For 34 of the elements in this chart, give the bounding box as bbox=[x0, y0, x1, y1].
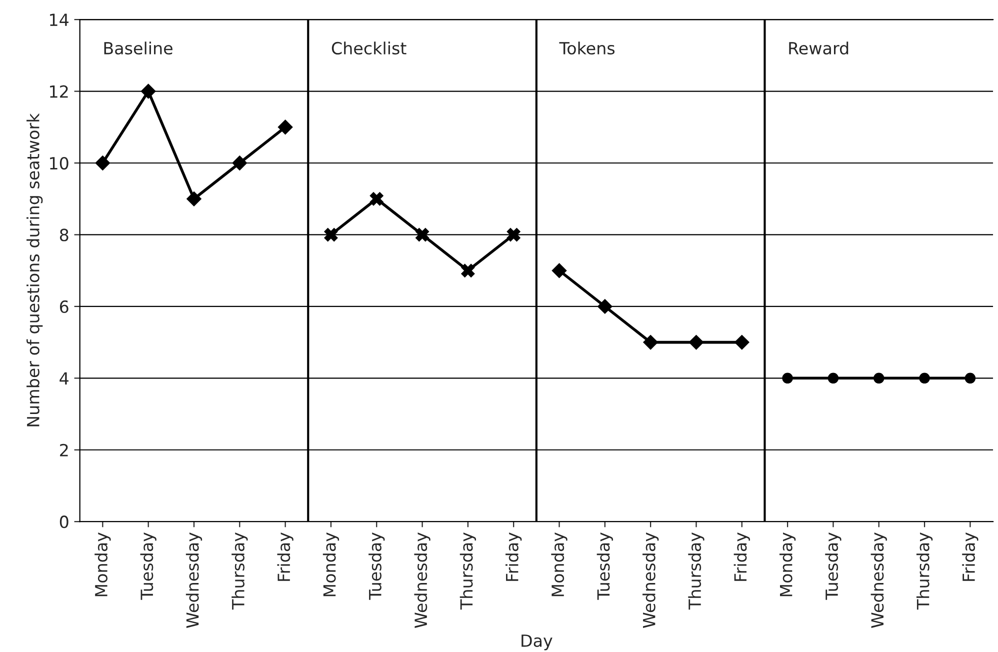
annotation: Reward bbox=[789, 42, 848, 55]
annotation: Baseline bbox=[104, 42, 172, 55]
x-tick-label: Tuesday bbox=[596, 532, 613, 600]
x-tick-label: Friday bbox=[506, 532, 522, 581]
x-tick-label: Wednesday bbox=[642, 532, 659, 628]
x-tick-label: Friday bbox=[962, 532, 978, 581]
x-tick-label: Thursday bbox=[232, 532, 248, 610]
x-tick-label: Monday bbox=[322, 532, 340, 596]
x-tick-label: Monday bbox=[94, 532, 111, 596]
annotation: Tokens bbox=[559, 42, 615, 55]
annotation: Checklist bbox=[332, 42, 406, 55]
y-tick-label: 10 bbox=[50, 156, 68, 170]
x-tick-label: Thursday bbox=[460, 532, 476, 610]
x-tick-label: Tuesday bbox=[140, 532, 156, 600]
y-tick-label: 12 bbox=[50, 85, 68, 98]
x-tick-label: Monday bbox=[551, 532, 568, 596]
x-tick-label: Wednesday bbox=[186, 532, 202, 628]
y-tick-label: 6 bbox=[60, 300, 68, 314]
x-tick-label: Tuesday bbox=[825, 532, 842, 600]
x-tick-label: Tuesday bbox=[368, 532, 385, 600]
x-tick-label: Wednesday bbox=[870, 532, 887, 628]
y-tick-label: 8 bbox=[60, 228, 68, 242]
x-tick-label: Friday bbox=[734, 532, 750, 581]
y-tick-label: 14 bbox=[50, 14, 68, 26]
y-tick-label: 4 bbox=[60, 372, 68, 384]
y-axis-title: Number of questions during seatwork bbox=[26, 113, 43, 426]
y-tick-label: 2 bbox=[60, 444, 68, 456]
x-tick-label: Thursday bbox=[688, 532, 704, 610]
x-axis-title: Day bbox=[522, 634, 552, 650]
x-tick-label: Wednesday bbox=[414, 532, 430, 628]
y-tick-label: 0 bbox=[60, 516, 68, 528]
x-tick-label: Friday bbox=[277, 532, 294, 581]
x-tick-label: Monday bbox=[779, 532, 796, 596]
x-tick-label: Thursday bbox=[916, 532, 933, 610]
